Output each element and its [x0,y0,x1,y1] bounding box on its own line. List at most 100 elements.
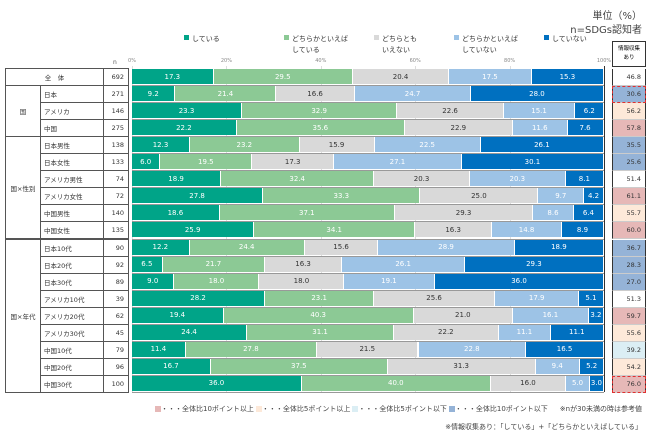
x-tick-label: 80% [504,58,516,64]
row-divider [132,170,604,172]
info-value: 39.2 [612,341,646,359]
row-n: 275 [103,119,129,138]
row-divider [132,187,604,189]
bar-segment-3: 15.1 [503,103,576,119]
bar-segment-0: 18.9 [132,171,222,187]
bar-segment-2: 20.3 [374,171,470,187]
stacked-bar: 24.4 31.1 22.2 11.1 11.1 [132,324,604,340]
row-divider [132,340,604,342]
bar-segment-4: 8.9 [561,222,604,238]
row-divider [132,289,604,291]
stacked-bar: 19.4 40.3 21.0 16.1 3.2 [132,307,604,323]
row-divider [132,136,604,138]
info-value: 59.7 [612,307,646,325]
stacked-bar: 9.2 21.4 16.6 24.7 28.0 [132,86,604,102]
row-n: 45 [103,323,129,342]
row-n: 100 [103,374,129,393]
bar-segment-4: 30.1 [461,154,604,170]
info-value: 76.0 [612,375,646,393]
bar-segment-2: 21.0 [413,307,513,323]
row-divider [132,119,604,121]
bar-segment-4: 15.3 [531,69,604,84]
bar-segment-4: 7.6 [567,120,604,136]
stacked-bar: 27.8 33.3 25.0 9.7 4.2 [132,188,604,204]
stacked-bar: 23.3 32.9 22.6 15.1 6.2 [132,103,605,119]
bar-segment-1: 21.7 [162,256,266,272]
bar-segment-2: 17.3 [252,154,334,170]
legend-item: どちらともいえない [374,34,417,56]
bar-segment-0: 12.2 [132,239,190,255]
info-header-line2: あり [623,55,635,61]
bar-segment-1: 34.1 [254,222,416,238]
stacked-bar: 16.7 37.5 31.3 9.4 5.2 [132,358,605,374]
bar-segment-1: 35.6 [236,120,405,136]
legend-swatch [284,35,289,40]
info-value: 60.0 [612,222,646,240]
bar-segment-2: 29.3 [394,205,534,221]
bar-segment-0: 6.0 [132,154,161,170]
stacked-bar: 36.0 40.0 16.0 5.0 3.0 [132,375,604,391]
legend-label-line: している [284,45,348,56]
row-divider [132,306,604,308]
row-label: 日本 [40,85,104,104]
bar-segment-0: 6.5 [132,256,163,272]
footer-n-note: ※nが30未満の時は参考値 [559,405,642,413]
footer-legend-label: ・・・全体比10ポイント以下 [454,405,548,413]
legend-label: していない [462,46,497,54]
footer-swatch [155,406,161,412]
bar-segment-4: 5.1 [579,290,604,306]
bar-segment-3: 8.6 [533,205,574,221]
row-label: 中国30代 [40,374,104,393]
legend-label: どちらとも [382,35,417,43]
info-value: 56.2 [612,103,646,121]
legend-label-line: いえない [374,45,417,56]
footer-legend: ・・・全体比10ポイント以上 ・・・全体比5ポイント以上 ・・・全体比5ポイント以下… [155,404,642,414]
bar-segment-3: 28.9 [378,239,515,255]
bar-segment-3: 19.1 [344,273,435,289]
bar-segment-0: 12.3 [132,137,191,153]
x-tick-label: 40% [315,58,327,64]
row-n: 692 [103,68,129,87]
bar-segment-0: 27.8 [132,188,264,204]
row-label: 中国 [40,119,104,138]
stacked-bar: 18.9 32.4 20.3 20.3 8.1 [132,171,604,187]
row-divider [132,323,604,325]
row-divider [132,153,604,155]
stacked-bar: 6.0 19.5 17.3 27.1 30.1 [132,154,604,170]
row-divider [132,255,604,257]
info-value: 46.8 [612,69,646,87]
bar-segment-3: 27.1 [334,154,462,170]
legend-label-line: どちらかといえば [284,34,348,45]
bar-segment-4: 28.0 [471,86,604,102]
row-n: 138 [103,136,129,155]
row-divider [132,374,604,376]
row-label: 日本男性 [40,136,104,155]
bar-segment-0: 9.0 [132,273,175,289]
x-tick-label: 0% [128,58,136,64]
bar-segment-0: 25.9 [132,222,255,238]
row-divider [132,204,604,206]
stacked-bar: 17.3 29.5 20.4 17.5 15.3 [132,69,604,84]
base-label: n=SDGs認知者 [570,25,642,36]
n-header: n [113,59,117,66]
row-divider [132,85,604,87]
bar-segment-3: 17.5 [449,69,532,84]
bar-segment-1: 18.0 [174,273,260,289]
bar-segment-4: 26.1 [480,137,604,153]
row-label: アメリカ20代 [40,306,104,325]
footer-legend-label: ・・・全体比5ポイント以上 [261,405,351,413]
bar-segment-1: 31.1 [247,324,394,340]
bar-segment-4: 3.2 [588,307,604,323]
group-label: 全 体 [5,68,104,87]
info-value: 51.3 [612,290,646,308]
legend-label-line: どちらとも [374,34,417,45]
row-n: 39 [103,289,129,308]
info-value: 27.0 [612,273,646,291]
bar-segment-1: 40.3 [223,307,414,323]
row-label: 日本30代 [40,272,104,291]
legend-swatch [454,35,459,40]
bar-segment-4: 18.9 [514,239,604,255]
bar-segment-3: 5.0 [566,375,590,391]
bar-segment-0: 24.4 [132,324,248,340]
